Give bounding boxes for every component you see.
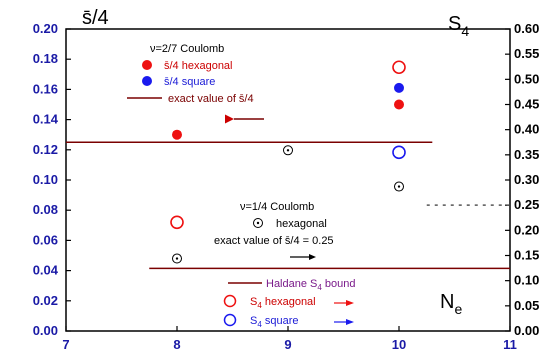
right-axis-title-sub: 4 <box>461 23 469 39</box>
data-point-center <box>286 149 290 152</box>
bottom-tick-label: 11 <box>503 337 517 352</box>
left-tick-label: 0.12 <box>33 142 58 157</box>
left-tick-label: 0.04 <box>33 263 59 278</box>
data-point <box>170 215 184 230</box>
data-point <box>172 253 182 264</box>
data-point <box>392 60 406 75</box>
legend-hex-marker <box>142 60 152 70</box>
s4sq-arrowhead <box>346 319 354 325</box>
data-point <box>172 129 182 140</box>
right-axis-title: S4 <box>448 13 469 39</box>
bottom-tick-label: 9 <box>284 337 291 352</box>
right-tick-label: 0.15 <box>514 248 539 263</box>
exact025-arrowhead <box>309 254 316 260</box>
exact025-label: exact value of s̄/4 = 0.25 <box>214 235 334 247</box>
s4hex-legend-marker <box>223 294 237 308</box>
right-axis-ticks: 0.00 0.05 0.10 0.15 0.20 0.25 0.30 0.35 0.40 0.45… <box>505 21 539 338</box>
left-tick-label: 0.20 <box>33 21 58 36</box>
right-axis-title-main: S <box>448 13 461 35</box>
left-tick-label: 0.08 <box>33 202 58 217</box>
right-tick-label: 0.50 <box>514 71 539 86</box>
bottom-tick-label: 10 <box>392 337 406 352</box>
right-tick-label: 0.40 <box>514 122 539 137</box>
left-tick-label: 0.06 <box>33 232 58 247</box>
bottom-tick-label: 8 <box>173 337 180 352</box>
x-axis-title: Ne <box>440 291 462 317</box>
s4sq-main: S <box>250 315 257 327</box>
left-tick-label: 0.16 <box>33 81 58 96</box>
left-tick-label: 0.02 <box>33 293 58 308</box>
bottom-axis-ticks: 7 8 9 10 11 <box>62 326 517 352</box>
right-tick-label: 0.20 <box>514 222 539 237</box>
right-tick-label: 0.35 <box>514 147 539 162</box>
right-tick-label: 0.60 <box>514 21 539 36</box>
s4sq-tail: square <box>262 315 299 327</box>
left-axis-ticks: 0.00 0.02 0.04 0.06 0.08 0.10 0.12 0.14 0.16 0.18… <box>33 21 71 338</box>
s4sq-legend-marker <box>223 313 237 327</box>
nu14-marker-inner <box>256 221 260 225</box>
haldane-legend-label: Haldane S4 bound <box>266 278 355 292</box>
left-tick-label: 0.00 <box>33 323 58 338</box>
haldane-sub: 4 <box>317 283 322 292</box>
s4hex-main: S <box>250 296 257 308</box>
legend-exact-label: exact value of s̄/4 <box>168 93 254 105</box>
s4hex-sub: 4 <box>257 301 262 310</box>
data-points <box>170 60 406 264</box>
nu14-hexagonal-label: hexagonal <box>276 218 327 230</box>
s4hex-legend-label: S4 hexagonal <box>250 296 316 310</box>
s4hex-tail: hexagonal <box>262 296 316 308</box>
left-axis-title: s̄/4 <box>82 7 109 29</box>
data-point-center <box>397 185 401 188</box>
right-tick-label: 0.00 <box>514 323 539 338</box>
legend-hex-label: s̄/4 hexagonal <box>164 60 233 72</box>
x-axis-title-main: N <box>440 291 454 313</box>
right-tick-label: 0.10 <box>514 273 539 288</box>
data-point <box>392 145 406 160</box>
nu14-marker-outer <box>253 218 263 228</box>
legend-square-marker <box>142 76 152 86</box>
s4sq-sub: 4 <box>257 320 262 329</box>
data-point <box>283 145 293 156</box>
right-tick-label: 0.25 <box>514 197 539 212</box>
reference-lines <box>66 141 510 270</box>
legend-square-label: s̄/4 square <box>164 76 215 88</box>
data-point <box>394 99 404 110</box>
data-point <box>394 181 404 192</box>
legend-nu27-title: ν=2/7 Coulomb <box>150 43 224 55</box>
right-tick-label: 0.30 <box>514 172 539 187</box>
left-tick-label: 0.10 <box>33 172 58 187</box>
haldane-tail: bound <box>322 278 356 290</box>
s4sq-legend-label: S4 square <box>250 315 299 329</box>
left-tick-label: 0.14 <box>33 112 59 127</box>
left-tick-label: 0.18 <box>33 51 58 66</box>
bottom-tick-label: 7 <box>62 337 69 352</box>
haldane-main: Haldane S <box>266 278 317 290</box>
data-point <box>394 82 404 93</box>
right-tick-label: 0.45 <box>514 97 539 112</box>
right-tick-label: 0.05 <box>514 298 539 313</box>
x-axis-title-sub: e <box>454 301 462 317</box>
data-point-center <box>175 257 179 260</box>
nu14-title: ν=1/4 Coulomb <box>240 201 314 213</box>
s4hex-arrowhead <box>346 300 354 306</box>
right-tick-label: 0.55 <box>514 46 539 61</box>
